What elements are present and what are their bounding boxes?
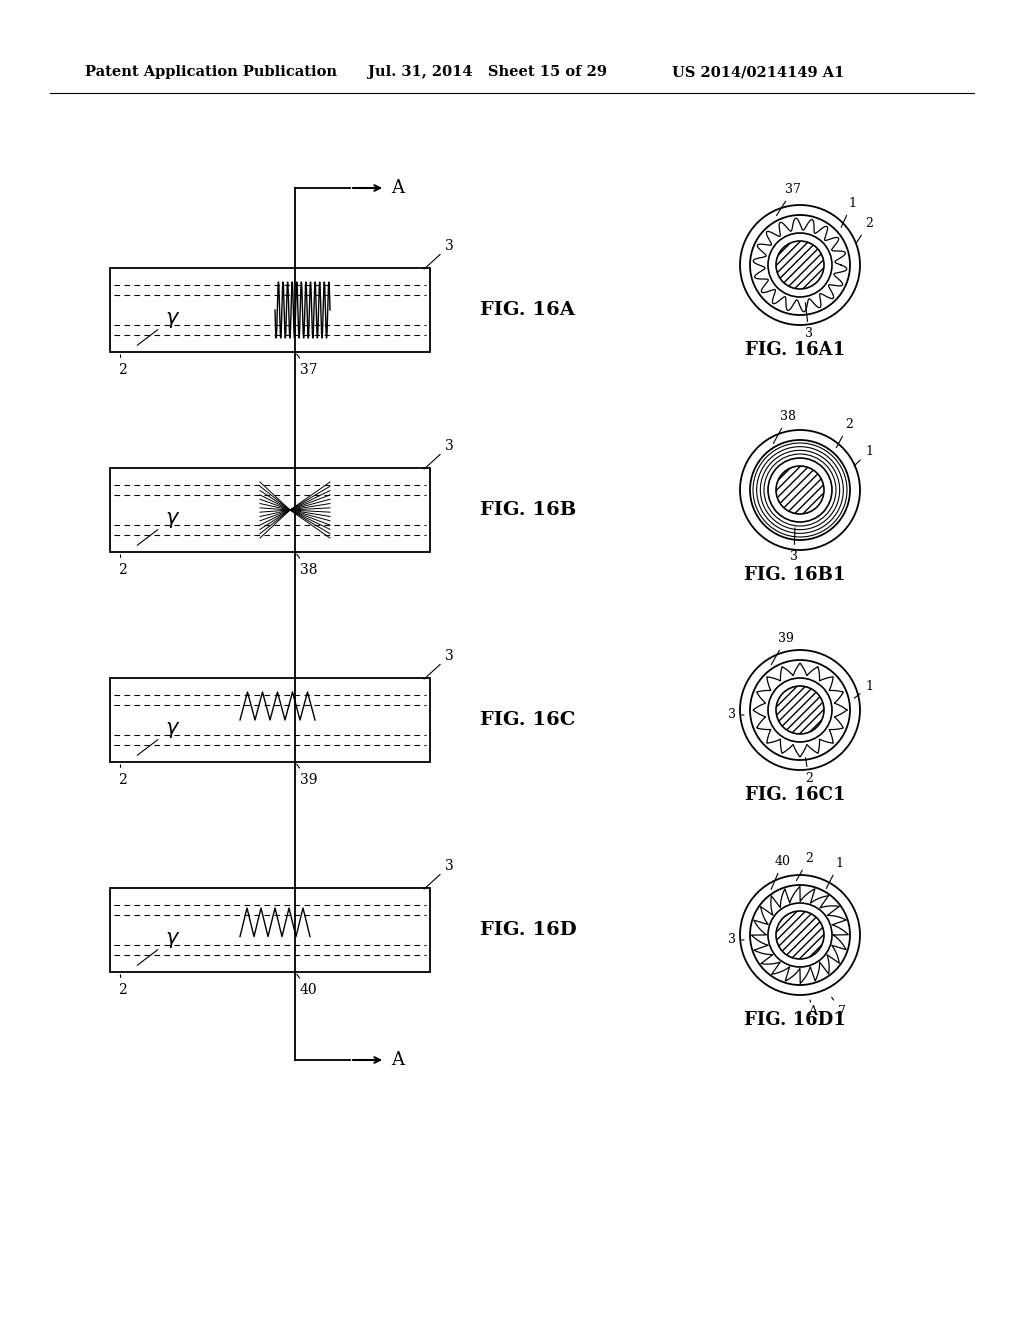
Circle shape: [776, 911, 824, 960]
Text: 39: 39: [297, 764, 317, 787]
Circle shape: [776, 686, 824, 734]
Text: 2: 2: [837, 418, 853, 447]
Text: FIG. 16B1: FIG. 16B1: [744, 566, 846, 583]
Text: FIG. 16D: FIG. 16D: [480, 921, 577, 939]
Text: 2: 2: [797, 851, 813, 880]
Text: FIG. 16A1: FIG. 16A1: [744, 341, 845, 359]
Text: 2: 2: [118, 554, 127, 577]
Text: FIG. 16C: FIG. 16C: [480, 711, 575, 729]
Text: 3: 3: [424, 859, 454, 890]
Text: $\it{\gamma}$: $\it{\gamma}$: [165, 510, 180, 531]
Text: A: A: [391, 180, 404, 197]
Text: 38: 38: [297, 554, 317, 577]
Text: FIG. 16A: FIG. 16A: [480, 301, 574, 319]
Text: 1: 1: [854, 445, 873, 466]
Text: Jul. 31, 2014   Sheet 15 of 29: Jul. 31, 2014 Sheet 15 of 29: [368, 65, 607, 79]
Text: $\it{\gamma}$: $\it{\gamma}$: [165, 719, 180, 741]
Text: FIG. 16B: FIG. 16B: [480, 502, 577, 519]
Circle shape: [776, 242, 824, 289]
Text: $\it{\gamma}$: $\it{\gamma}$: [165, 931, 180, 950]
Text: $\it{\gamma}$: $\it{\gamma}$: [165, 310, 180, 330]
Text: 3: 3: [424, 239, 454, 269]
Text: 40: 40: [297, 974, 317, 997]
Text: 3: 3: [790, 528, 798, 564]
Bar: [110, 888, 430, 972]
Text: 3: 3: [805, 302, 813, 341]
Text: 1: 1: [854, 680, 873, 698]
Text: 3: 3: [728, 708, 744, 721]
Text: 38: 38: [773, 411, 796, 444]
Bar: [110, 469, 430, 552]
Text: 2: 2: [805, 758, 813, 785]
Text: 2: 2: [118, 974, 127, 997]
Text: Patent Application Publication: Patent Application Publication: [85, 65, 337, 79]
Text: 2: 2: [856, 216, 872, 243]
Text: 3: 3: [728, 933, 744, 946]
Text: 1: 1: [841, 197, 856, 227]
Bar: [110, 268, 430, 352]
Text: FIG. 16C1: FIG. 16C1: [744, 785, 845, 804]
Text: 37: 37: [776, 183, 801, 215]
Text: US 2014/0214149 A1: US 2014/0214149 A1: [672, 65, 845, 79]
Text: A: A: [391, 1051, 404, 1069]
Text: FIG. 16D1: FIG. 16D1: [744, 1011, 846, 1030]
Text: 3: 3: [424, 440, 454, 469]
Text: 7: 7: [831, 997, 846, 1018]
Text: A: A: [808, 1001, 817, 1018]
Text: 2: 2: [118, 355, 127, 378]
Circle shape: [776, 466, 824, 513]
Text: 40: 40: [771, 855, 791, 890]
Text: 37: 37: [297, 354, 317, 378]
Text: 3: 3: [424, 649, 454, 678]
Bar: [110, 678, 430, 762]
Text: 39: 39: [771, 632, 794, 664]
Text: 2: 2: [118, 764, 127, 787]
Text: 1: 1: [826, 857, 843, 888]
